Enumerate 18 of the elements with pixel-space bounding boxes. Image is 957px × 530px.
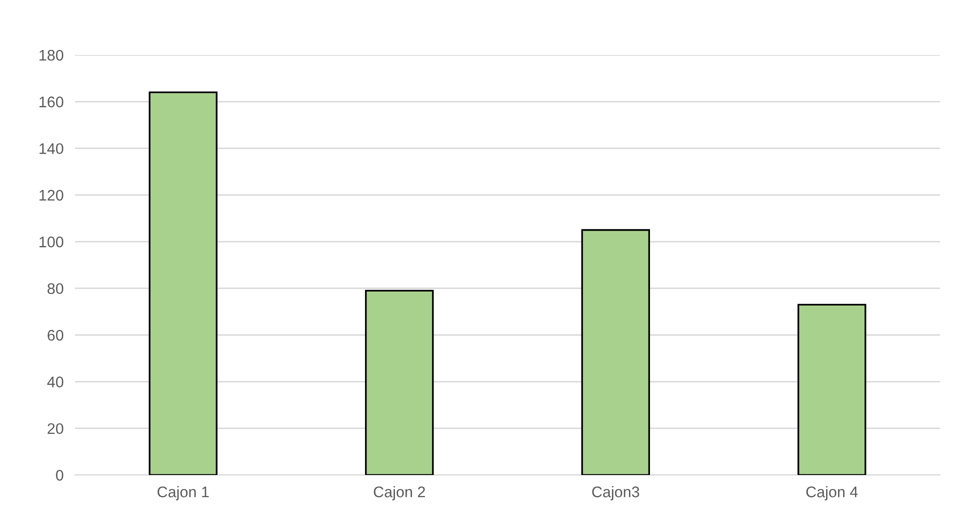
y-tick-label: 160 [40,96,64,108]
bar [581,229,650,475]
x-tick-label: Cajon 4 [806,486,858,500]
x-tick-label: Cajon 2 [374,486,425,500]
x-tick-label: Cajon 1 [158,486,209,500]
x-tick-label: Cajon3 [592,486,640,500]
y-tick-label: 60 [48,330,64,341]
y-tick-label: 0 [56,470,64,481]
y-tick-label: 120 [40,190,64,201]
y-tick-label: 80 [48,283,64,294]
bar [798,304,866,475]
y-tick-label: 180 [40,50,64,61]
y-tick-label: 140 [40,143,64,154]
bar [365,290,434,475]
y-tick-label: 20 [48,423,64,434]
y-tick-label: 100 [40,236,64,248]
bar [148,92,218,475]
y-tick-label: 40 [47,376,64,388]
